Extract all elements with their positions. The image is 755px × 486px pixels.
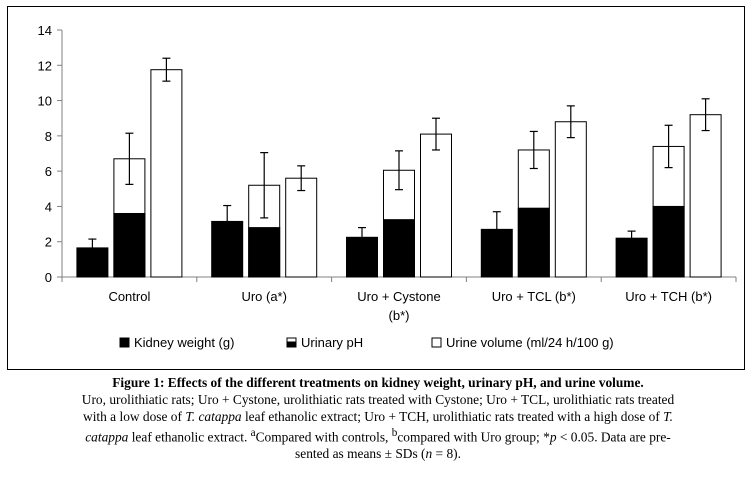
x-category-label: Uro (a*) — [241, 289, 287, 304]
caption-text: compared with Uro group; * — [397, 429, 550, 445]
urine-volume-bar — [689, 114, 722, 278]
caption-title: Figure 1: Effects of the different treat… — [112, 375, 644, 390]
urine-volume-bar — [420, 133, 452, 278]
caption-text: < 0.05. Data are pre- — [556, 429, 671, 445]
urinary-ph-bar-fill — [652, 205, 685, 278]
legend-label: Kidney weight (g) — [134, 335, 234, 350]
legend-label: Urinary pH — [301, 335, 363, 350]
caption-line-3: with a low dose of T. catappa leaf ethan… — [6, 408, 750, 425]
caption-superscript: b — [391, 427, 398, 439]
x-category-label: Uro + Cystone — [357, 289, 440, 304]
caption-text: with a low dose of — [83, 409, 186, 424]
caption-text: leaf ethanolic extract; Uro + TCH, uroli… — [241, 409, 664, 424]
caption-line-4: catappa leaf ethanolic extract. aCompare… — [6, 425, 750, 445]
y-tick-label: 12 — [38, 58, 52, 73]
caption-n: n — [425, 446, 433, 462]
legend-swatch-urine-volume — [431, 337, 442, 348]
chart-frame: 0 2 4 6 8 10 12 14 Control Uro (a*) Uro + Cystone (… — [7, 6, 745, 370]
bar-chart: 0 2 4 6 8 10 12 14 Control Uro (a*) Uro + Cystone (… — [38, 23, 737, 350]
caption-text: = 8). — [432, 446, 461, 462]
caption-line-5: sented as means ± SDs (n = 8). — [6, 445, 750, 462]
urinary-ph-bar-fill — [113, 212, 146, 278]
legend-swatch-urinary-ph-fill — [286, 341, 297, 348]
y-tick-label: 6 — [45, 164, 52, 179]
legend-label: Urine volume (ml/24 h/100 g) — [446, 335, 614, 350]
urine-volume-bar — [150, 69, 183, 278]
y-tick-label: 0 — [45, 270, 52, 285]
caption-p: p — [549, 429, 557, 445]
caption-line-2: Uro, urolithiatic rats; Uro + Cystone, u… — [81, 392, 675, 407]
caption-text: leaf ethanolic extract. — [128, 429, 251, 445]
urinary-ph-bar-fill — [383, 219, 415, 278]
y-tick-label: 4 — [45, 199, 52, 214]
caption-text: sented as means ± SDs ( — [295, 446, 426, 462]
caption-line-1: Figure 1: Effects of the different treat… — [6, 374, 750, 391]
urinary-ph-bar-fill — [248, 227, 281, 278]
urine-volume-bar — [285, 177, 318, 278]
kidney-weight-bar — [76, 247, 109, 278]
caption-text: Compared with controls, — [255, 429, 392, 445]
caption-species: T. catappa — [185, 409, 242, 424]
caption-species: T. — [663, 409, 673, 424]
caption-species: catappa — [85, 429, 129, 445]
y-tick-label: 14 — [38, 23, 52, 38]
urine-volume-bar — [554, 121, 587, 278]
x-category-label: (b*) — [389, 308, 410, 323]
y-tick-label: 2 — [45, 235, 52, 250]
y-tick-label: 10 — [38, 94, 52, 109]
y-tick-label: 8 — [45, 129, 52, 144]
caption-superscript: a — [250, 427, 256, 439]
urinary-ph-bar-fill — [517, 207, 550, 278]
figure-caption: Figure 1: Effects of the different treat… — [6, 374, 750, 462]
x-category-label: Control — [108, 289, 150, 304]
legend-swatch-kidney-weight — [119, 337, 130, 348]
x-category-label: Uro + TCL (b*) — [492, 289, 576, 304]
x-category-label: Uro + TCH (b*) — [625, 289, 712, 304]
